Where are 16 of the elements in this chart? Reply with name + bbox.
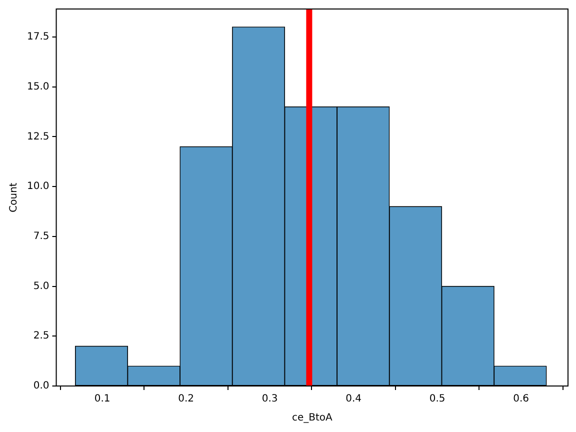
y-tick-label: 5.0	[33, 280, 50, 292]
y-tick-label: 2.5	[33, 330, 50, 342]
x-tick-label: 0.1	[94, 394, 110, 405]
y-tick-label: 0.0	[33, 380, 50, 392]
x-tick-label: 0.6	[513, 394, 530, 405]
y-tick-label: 12.5	[27, 131, 50, 142]
y-tick-label: 7.5	[33, 230, 50, 242]
x-tick-label: 0.3	[262, 394, 278, 405]
y-tick-label: 10.0	[27, 181, 50, 192]
x-tick-label: 0.2	[178, 394, 194, 405]
y-tick-label: 17.5	[27, 32, 50, 43]
x-axis-title: ce_BtoA	[292, 412, 332, 424]
y-tick-label: 15.0	[27, 81, 50, 92]
x-tick-label: 0.4	[346, 394, 362, 405]
x-tick-label: 0.5	[429, 394, 446, 405]
y-axis-title: Count	[8, 182, 20, 212]
